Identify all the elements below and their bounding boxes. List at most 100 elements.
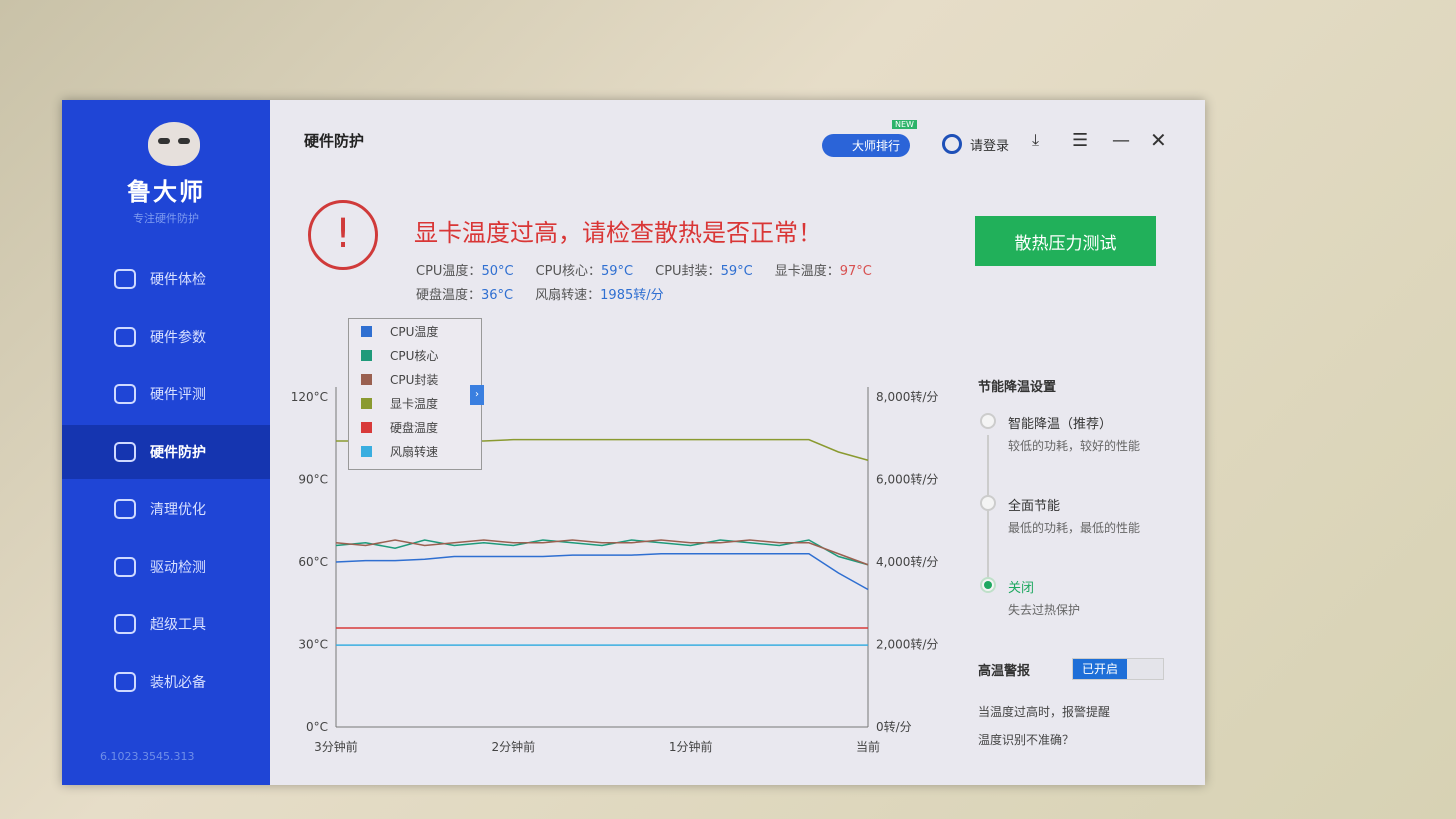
option-radio[interactable] [980,577,996,593]
series-line-CPU温度 [335,553,869,591]
sidebar-item-label: 硬件参数 [150,329,206,346]
nav-icon [114,441,136,462]
sidebar-item-label: 驱动检测 [150,559,206,576]
option-item[interactable]: 关闭 失去过热保护 [1008,577,1080,618]
option-desc: 最低的功耗，最低的性能 [1008,521,1141,535]
y-right-tick-label: 0转/分 [876,719,912,734]
legend-swatch [361,445,372,457]
option-item[interactable]: 全面节能最低的功耗，最低的性能 [1008,495,1140,536]
sidebar-item-label: 硬件体检 [150,272,206,288]
stat-value: 97°C [839,264,872,279]
legend-label: CPU核心 [390,348,439,363]
warning-icon: ! [308,200,378,270]
option-item[interactable]: 智能降温（推荐） 较低的功耗，较好的性能 [1008,413,1140,454]
stat-value: 50°C [481,264,514,279]
rank-button[interactable]: 大师排行 [822,134,911,157]
y-left-tick-label: 0°C [306,720,328,734]
legend-item[interactable]: CPU温度 [349,319,481,343]
x-tick-label: 1分钟前 [669,739,713,754]
sidebar-item-5[interactable]: 驱动检测 [62,540,270,594]
nav-icon [114,614,136,634]
legend-item[interactable]: CPU封装 [349,367,481,391]
alarm-desc: 当温度过高时，报警提醒 [978,705,1111,719]
legend-item[interactable]: 硬盘温度 [349,415,481,439]
legend-item[interactable]: CPU核心 [349,343,481,367]
login-button[interactable]: 请登录 [942,134,1009,154]
legend-item[interactable]: 显卡温度 [349,391,481,415]
legend-label: CPU温度 [390,324,439,339]
alarm-toggle[interactable]: 已开启 [1072,658,1164,680]
y-right-tick-label: 6,000转/分 [876,472,938,487]
settings-title: 节能降温设置 [978,380,1057,395]
option-radio[interactable] [980,495,996,511]
new-badge: NEW [892,120,917,129]
legend-label: 硬盘温度 [390,420,439,435]
sidebar-item-6[interactable]: 超级工具 [62,597,270,651]
user-eye-icon [942,134,962,154]
close-icon[interactable]: ✕ [1150,128,1167,152]
stat-value: 59°C [601,264,634,279]
sidebar-item-4[interactable]: 清理优化 [62,482,270,536]
stat-label: 显卡温度： [774,264,840,279]
nav-icon [114,326,136,347]
series-line-CPU封装 [335,539,869,566]
stat-value: 36°C [481,288,514,303]
x-tick-label: 当前 [856,739,880,754]
sidebar-item-label: 硬件防护 [150,444,206,461]
legend-swatch [361,325,372,337]
alert-message: 显卡温度过高，请检查散热是否正常！ [414,219,822,247]
option-radio[interactable] [980,413,996,429]
minimize-icon[interactable]: — [1112,130,1130,151]
option-desc: 较低的功耗，较好的性能 [1008,439,1141,453]
nav-icon [114,269,136,289]
stat-value: 1985转/分 [600,288,664,303]
legend-label: 显卡温度 [390,396,439,411]
option-label: 关闭 [1008,581,1035,596]
stat-label: 风扇转速： [535,288,601,303]
legend-collapse-button[interactable]: › [470,385,484,405]
sidebar-item-0[interactable]: 硬件体检 [62,252,270,306]
legend-label: CPU封装 [390,372,439,387]
alarm-state: 已开启 [1073,659,1127,679]
y-right-tick-label: 4,000转/分 [876,554,938,569]
y-right-tick-label: 8,000转/分 [876,389,938,404]
option-label: 全面节能 [1008,499,1061,514]
sidebar-item-3[interactable]: 硬件防护 [62,424,270,479]
sidebar-item-label: 清理优化 [150,502,206,518]
x-tick-label: 3分钟前 [314,739,358,754]
stat-label: 硬盘温度： [416,288,482,303]
sidebar-item-7[interactable]: 装机必备 [62,655,270,709]
legend-swatch [361,373,372,385]
option-desc: 失去过热保护 [1008,603,1081,617]
y-left-tick-label: 90°C [298,473,328,487]
brand-slogan: 专注硬件防护 [133,212,199,225]
logo-mascot-icon [148,122,200,166]
y-left-tick-label: 30°C [298,638,328,652]
sensor-stats: CPU温度：50°C CPU核心：59°C CPU封装：59°C 显卡温度：97°C 硬… [416,260,894,308]
stat-label: CPU封装： [655,264,721,279]
stat-label: CPU核心： [535,264,601,279]
alarm-label: 高温警报 [978,664,1031,679]
sidebar-item-label: 装机必备 [150,674,206,691]
legend-swatch [361,397,372,409]
legend-swatch [361,349,372,361]
option-label: 智能降温（推荐） [1008,417,1113,432]
version-label: 6.1023.3545.313 [100,750,195,763]
menu-icon[interactable]: ☰ [1072,130,1089,151]
sidebar: 鲁大师 专注硬件防护 硬件体检硬件参数硬件评测硬件防护清理优化驱动检测超级工具装… [62,100,270,785]
series-line-CPU核心 [335,539,869,566]
y-left-tick-label: 60°C [298,555,328,569]
brand-name: 鲁大师 [127,178,205,206]
legend-item[interactable]: 风扇转速 [349,439,481,463]
download-icon[interactable]: ⤓ [1032,130,1040,149]
temperature-chart: 0°C 30°C 60°C 90°C 120°C 0转/分 2,000转/分 4,000转/分… [291,387,938,754]
legend-swatch [361,421,372,433]
legend-label: 风扇转速 [390,444,439,459]
nav-icon [114,499,136,519]
inaccurate-temp-link[interactable]: 温度识别不准确？ [978,733,1075,747]
app-window: 鲁大师 专注硬件防护 硬件体检硬件参数硬件评测硬件防护清理优化驱动检测超级工具装… [62,100,1205,785]
sidebar-item-2[interactable]: 硬件评测 [62,367,270,421]
sidebar-item-1[interactable]: 硬件参数 [62,310,270,364]
stress-test-button[interactable]: 散热压力测试 [975,216,1156,266]
chart-legend: CPU温度 CPU核心 CPU封装显卡温度硬盘温度风扇转速 [348,318,482,470]
